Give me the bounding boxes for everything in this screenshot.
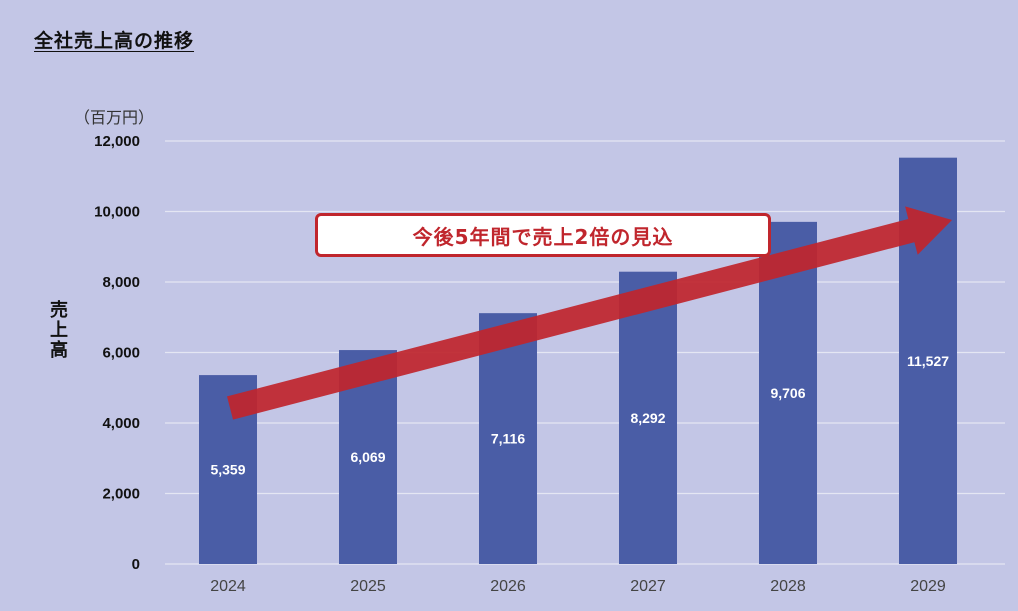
x-tick-label: 2028 (770, 578, 806, 595)
bar (619, 271, 677, 564)
data-label: 8,292 (630, 410, 665, 426)
x-tick-label: 2029 (910, 578, 946, 595)
callout-banner: 今後5年間で売上2倍の見込 (315, 213, 771, 257)
y-tick-label: 4,000 (102, 415, 140, 432)
x-tick-label: 2025 (350, 578, 386, 595)
x-tick-label: 2027 (630, 578, 666, 595)
data-label: 9,706 (770, 385, 805, 401)
x-tick-label: 2024 (210, 578, 246, 595)
y-tick-label: 6,000 (102, 345, 140, 362)
y-axis-ticks: 0 2,000 4,000 6,000 8,000 10,000 12,000 (94, 133, 140, 573)
y-tick-label: 0 (132, 556, 140, 573)
data-label: 6,069 (350, 449, 385, 465)
trend-arrow-shape (227, 206, 952, 420)
y-tick-label: 12,000 (94, 133, 140, 150)
y-axis-label: 売上高 (47, 300, 68, 360)
page-title: 全社売上高の推移 (34, 30, 195, 52)
x-tick-label: 2026 (490, 578, 526, 595)
data-label: 11,527 (907, 353, 949, 369)
y-tick-label: 2,000 (102, 486, 140, 503)
gridlines (165, 140, 1005, 565)
trend-arrow (227, 206, 952, 420)
bar (479, 313, 537, 564)
y-axis-unit-label: （百万円） (74, 108, 155, 127)
data-label: 7,116 (491, 431, 525, 447)
data-label: 5,359 (210, 462, 245, 478)
data-labels: 5,359 6,069 7,116 8,292 9,706 11,527 (210, 353, 949, 478)
y-tick-label: 10,000 (94, 204, 140, 221)
y-tick-label: 8,000 (102, 274, 140, 291)
x-axis-ticks: 2024 2025 2026 2027 2028 2029 (210, 578, 946, 595)
bars (199, 157, 957, 564)
